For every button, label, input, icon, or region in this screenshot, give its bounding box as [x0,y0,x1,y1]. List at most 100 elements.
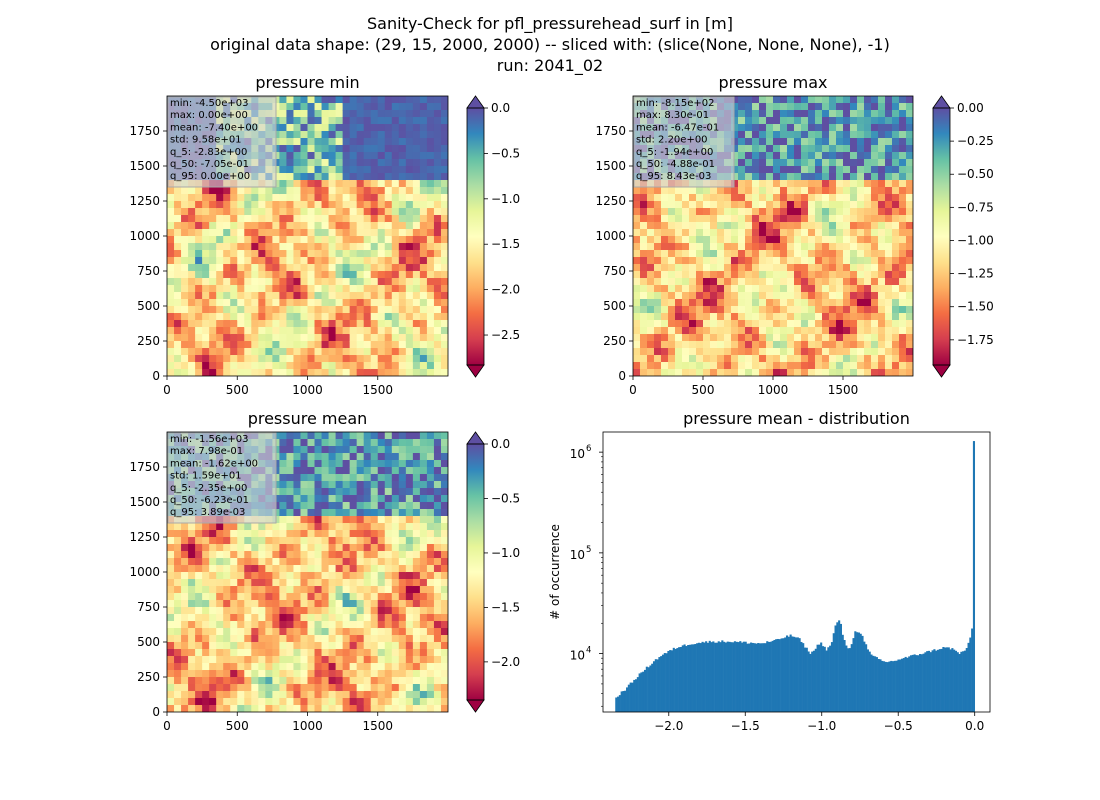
heatmap-cell [633,229,641,237]
heatmap-cell [391,264,400,272]
heatmap-cell [412,313,421,321]
heatmap-cell [181,600,189,608]
heatmap-cell [377,320,386,328]
heatmap-cell [377,306,386,314]
heatmap-cell [738,271,746,279]
heatmap-cell [766,334,774,342]
heatmap-cell [850,271,858,279]
heatmap-cell [335,299,344,307]
heatmap-cell [398,257,407,265]
heatmap-cell [724,285,732,293]
heatmap-cell [780,152,788,160]
heatmap-cell [384,579,393,587]
heatmap-cell [307,292,316,300]
heatmap-cell [885,292,893,300]
heatmap-cell [843,110,851,118]
heatmap-cell [286,516,295,524]
heatmap-cell [279,117,288,125]
heatmap-cell [209,579,217,587]
heatmap-cell [773,285,781,293]
heatmap-cell [731,320,739,328]
heatmap-cell [321,124,330,132]
heatmap-cell [433,467,442,475]
heatmap-cell [815,138,823,146]
heatmap-cell [321,215,330,223]
heatmap-cell [363,495,372,503]
heatmap-cell [710,285,718,293]
heatmap-cell [258,327,266,335]
heatmap-cell [293,670,302,678]
heatmap-cell [850,292,858,300]
heatmap-cell [293,530,302,538]
heatmap-cell [398,544,407,552]
heatmap-cell [836,215,844,223]
heatmap-cell [384,600,393,608]
heatmap-cell [391,565,400,573]
heatmap-cell [398,341,407,349]
heatmap-cell [426,439,435,447]
heatmap-cell [794,362,802,370]
heatmap-cell [405,173,414,181]
heatmap-cell [293,96,302,104]
y-tick-label: 1000 [595,229,626,243]
heatmap-cell [633,257,641,265]
heatmap-cell [745,292,753,300]
heatmap-cell [279,173,288,181]
heatmap-cell [230,586,238,594]
heatmap-cell [279,327,288,335]
heatmap-cell [223,299,231,307]
heatmap-cell [433,530,442,538]
heatmap-cell [244,530,252,538]
heatmap-cell [167,705,175,712]
heatmap-cell [272,544,281,552]
heatmap-cell [440,222,448,230]
heatmap-cell [717,320,725,328]
heatmap-cell [391,446,400,454]
heatmap-cell [293,663,302,671]
heatmap-cell [426,236,435,244]
heatmap-cell [342,327,351,335]
heatmap-cell [209,530,217,538]
heatmap-cell [321,684,330,692]
heatmap-cell [892,145,900,153]
heatmap-cell [801,327,809,335]
heatmap-cell [272,278,281,286]
heatmap-cell [370,516,379,524]
heatmap-cell [801,96,809,104]
heatmap-cell [892,180,900,188]
heatmap-cell [307,152,316,160]
heatmap-cell [391,313,400,321]
heatmap-cell [696,285,704,293]
heatmap-cell [370,523,379,531]
heatmap-cell [237,320,245,328]
heatmap-cell [440,474,448,482]
heatmap-cell [440,299,448,307]
heatmap-cell [230,187,238,195]
heatmap-cell [780,250,788,258]
heatmap-cell [843,257,851,265]
heatmap-cell [815,159,823,167]
heatmap-cell [822,292,830,300]
heatmap-cell [349,439,358,447]
heatmap-cell [668,201,676,209]
heatmap-cell [780,285,788,293]
heatmap-cell [307,460,316,468]
heatmap-cell [752,131,760,139]
heatmap-cell [433,320,442,328]
heatmap-cell [773,299,781,307]
heatmap-cell [237,684,245,692]
heatmap-cell [801,229,809,237]
heatmap-cell [412,446,421,454]
heatmap-cell [251,572,259,580]
heatmap-cell [279,467,288,475]
heatmap-cell [188,355,196,363]
heatmap-cell [363,586,372,594]
heatmap-cell [822,159,830,167]
heatmap-cell [766,138,774,146]
heatmap-cell [433,614,442,622]
heatmap-cell [419,103,428,111]
heatmap-cell [328,250,337,258]
heatmap-cell [265,250,273,258]
heatmap-cell [815,152,823,160]
heatmap-cell [216,614,224,622]
